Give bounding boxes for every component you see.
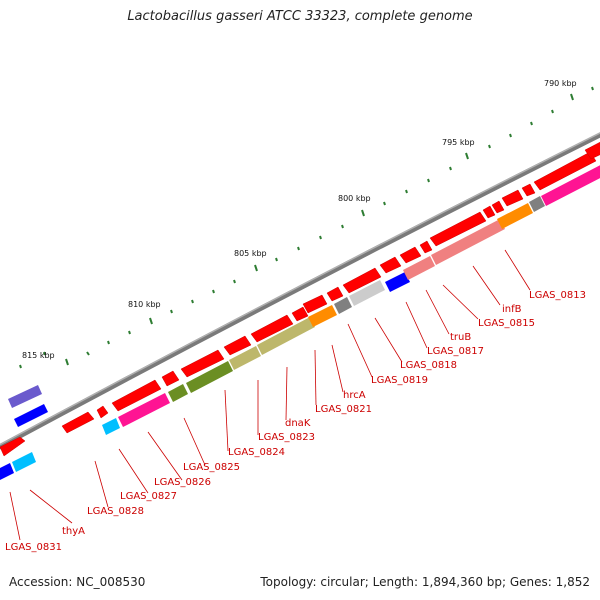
gene-feature — [403, 256, 435, 280]
gene-feature — [12, 452, 36, 472]
gene-label: LGAS_0818 — [400, 360, 457, 371]
gene-feature — [14, 404, 48, 427]
gene-feature — [541, 165, 600, 206]
gene-feature — [61, 411, 95, 434]
gene-feature — [186, 361, 233, 393]
gene-feature — [223, 335, 252, 356]
gene-feature — [334, 297, 352, 314]
gene-label: LGAS_0824 — [228, 447, 285, 458]
gene-label: LGAS_0817 — [427, 346, 484, 357]
gene-feature — [168, 384, 188, 402]
gene-feature — [180, 349, 225, 378]
gene-label: hrcA — [343, 390, 366, 401]
tick-label: 790 kbp — [544, 79, 577, 88]
gene-feature — [521, 183, 536, 197]
gene-feature — [584, 141, 600, 160]
gene-label: LGAS_0826 — [154, 477, 211, 488]
tick-label: 800 kbp — [338, 194, 371, 203]
gene-label: thyA — [62, 526, 85, 537]
genome-backbone — [0, 132, 600, 450]
gene-label: truB — [450, 332, 471, 343]
map-title: Lactobacillus gasseri ATCC 33323, comple… — [127, 9, 473, 24]
gene-feature — [482, 205, 496, 219]
gene-feature — [291, 306, 309, 322]
gene-feature — [326, 286, 344, 302]
gene-feature — [491, 200, 505, 214]
gene-feature — [0, 436, 26, 457]
gene-label: LGAS_0831 — [5, 542, 62, 553]
gene-feature — [431, 219, 505, 265]
cds-reverse-strand — [0, 165, 600, 480]
gene-label: infB — [502, 304, 522, 315]
gene-label: dnaK — [285, 418, 311, 429]
gene-feature — [257, 317, 315, 355]
gene-feature — [102, 418, 120, 435]
genome-summary-text: Topology: circular; Length: 1,894,360 bp… — [260, 575, 590, 589]
gene-label: LGAS_0827 — [120, 491, 177, 502]
gene-feature — [385, 272, 410, 292]
gene-feature — [308, 305, 337, 327]
gene-feature — [419, 240, 433, 254]
gene-label: LGAS_0828 — [87, 506, 144, 517]
gene-feature — [8, 385, 42, 408]
gene-labels: LGAS_0813 infB LGAS_0815 truB LGAS_0817 … — [5, 290, 586, 553]
gene-feature — [118, 393, 170, 427]
gene-feature — [501, 189, 524, 207]
features-upper-left — [8, 385, 48, 427]
gene-label: LGAS_0815 — [478, 318, 535, 329]
gene-label: LGAS_0825 — [183, 462, 240, 473]
tick-label: 795 kbp — [442, 138, 475, 147]
gene-label: LGAS_0819 — [371, 375, 428, 386]
gene-feature — [229, 346, 261, 370]
gene-feature — [161, 370, 180, 387]
gene-feature — [96, 405, 109, 419]
gene-label: LGAS_0821 — [315, 404, 372, 415]
gene-feature — [533, 151, 597, 191]
gene-feature — [399, 246, 422, 264]
tick-label: 815 kbp — [22, 351, 55, 360]
gene-feature — [250, 314, 294, 343]
gene-feature — [529, 196, 545, 212]
gene-feature — [429, 211, 487, 247]
tick-label: 810 kbp — [128, 300, 161, 309]
cds-forward-strand — [0, 141, 600, 457]
gene-feature — [379, 256, 402, 274]
gene-label: LGAS_0813 — [529, 290, 586, 301]
gene-feature — [302, 294, 328, 314]
accession-text: Accession: NC_008530 — [9, 575, 146, 589]
gene-feature — [342, 267, 382, 294]
gene-feature — [0, 463, 14, 480]
tick-label: 805 kbp — [234, 249, 267, 258]
gene-label: LGAS_0823 — [258, 432, 315, 443]
gene-feature — [349, 280, 385, 306]
tick-marks — [19, 86, 594, 369]
gene-feature — [111, 379, 162, 412]
gene-feature — [497, 203, 533, 229]
label-leader-lines — [9, 249, 531, 541]
